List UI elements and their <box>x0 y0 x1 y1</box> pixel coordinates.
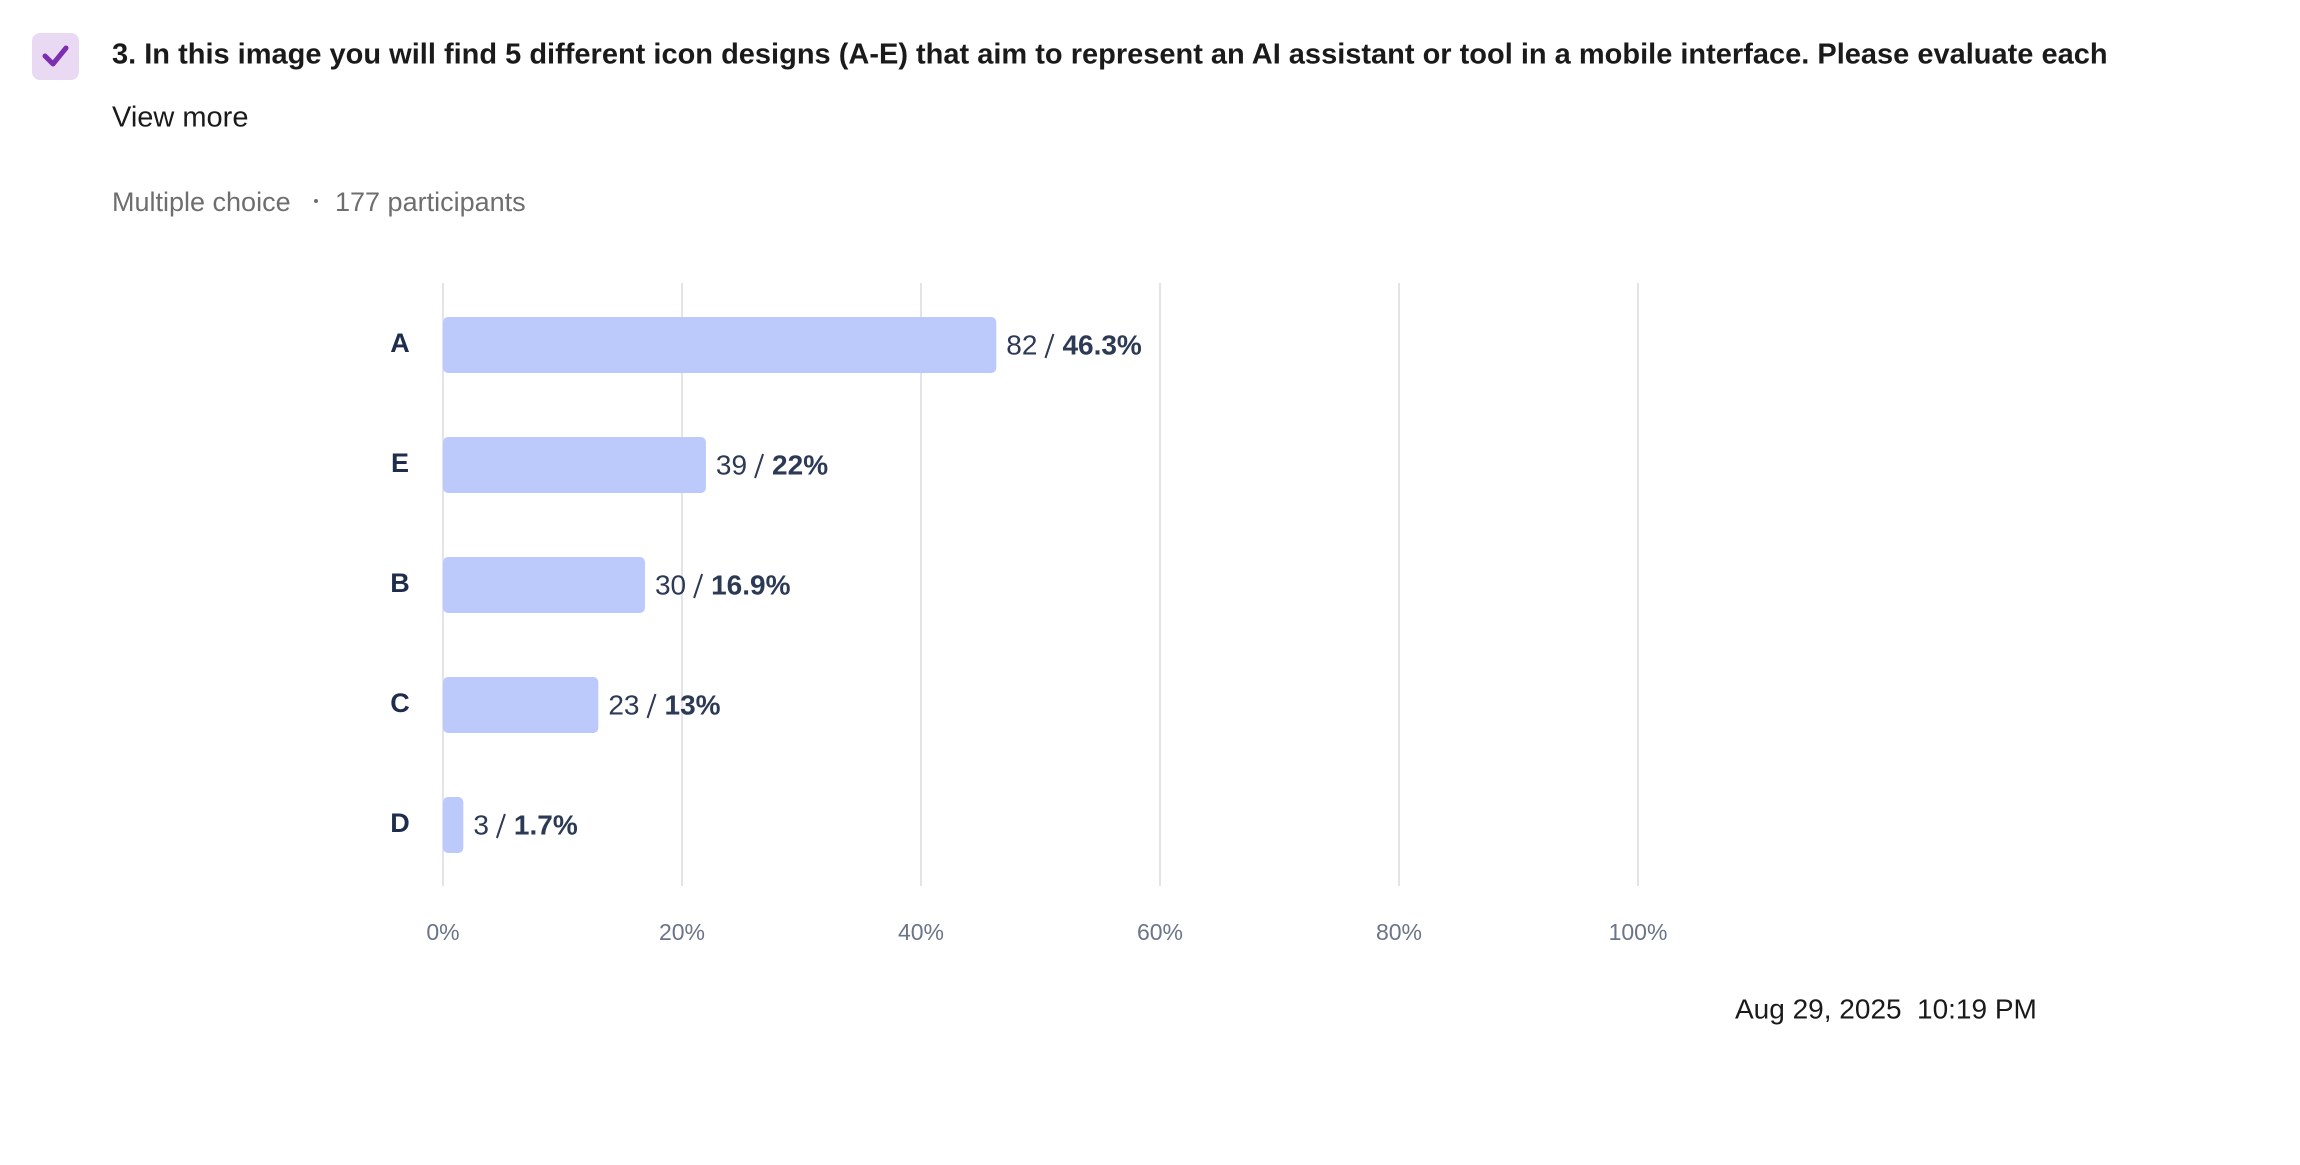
slash <box>495 813 506 839</box>
value-label: 1.7% <box>514 809 578 840</box>
count-label: 39 <box>716 449 747 480</box>
slash <box>1044 333 1055 359</box>
x-tick-label: 0% <box>426 919 459 945</box>
value-label: 46.3% <box>1062 329 1141 360</box>
bar <box>443 437 706 493</box>
separator-dot <box>314 199 318 203</box>
count-label: 82 <box>1006 329 1037 360</box>
slash <box>646 693 657 719</box>
category-label: A <box>390 328 410 358</box>
value-label: 13% <box>665 689 721 720</box>
category-label: E <box>391 448 409 478</box>
bar <box>443 557 645 613</box>
category-label: B <box>390 568 410 598</box>
check-icon <box>42 45 69 67</box>
count-label: 23 <box>608 689 639 720</box>
x-tick-label: 20% <box>659 919 705 945</box>
value-label: 16.9% <box>711 569 790 600</box>
x-tick-label: 80% <box>1376 919 1422 945</box>
checkbox[interactable] <box>32 33 79 80</box>
question-title: 3. In this image you will find 5 differe… <box>112 39 2108 71</box>
view-more[interactable]: View more <box>112 102 248 134</box>
category-label: C <box>390 688 410 718</box>
bar <box>443 797 464 853</box>
time: 10:19 PM <box>1917 993 2037 1024</box>
count-label: 30 <box>655 569 686 600</box>
bar <box>443 677 599 733</box>
bar <box>443 317 997 373</box>
category-label: D <box>390 808 410 838</box>
slash <box>754 453 765 479</box>
date: Aug 29, 2025 <box>1735 993 1902 1024</box>
count-label: 3 <box>473 809 489 840</box>
x-tick-label: 60% <box>1137 919 1183 945</box>
slash <box>693 573 704 599</box>
value-label: 22% <box>772 449 828 480</box>
x-tick-label: 100% <box>1609 919 1668 945</box>
x-tick-label: 40% <box>898 919 944 945</box>
question-kind: Multiple choice <box>112 187 291 217</box>
participants: 177 participants <box>335 187 526 217</box>
